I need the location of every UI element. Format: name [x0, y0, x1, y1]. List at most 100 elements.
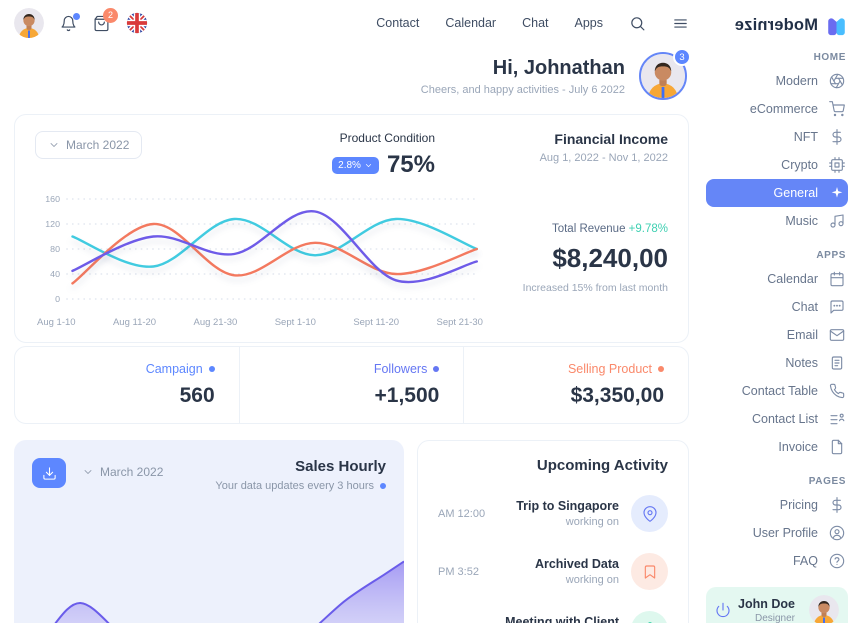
x-axis-tick-label: Aug 11-20 — [112, 317, 157, 328]
bottom-row: March 2022 Sales Hourly Your data update… — [14, 440, 689, 623]
sidebar-item-calendar[interactable]: Calendar — [706, 265, 848, 293]
product-condition-change-badge[interactable]: 2.8% — [332, 156, 379, 174]
subtitle-dot — [380, 483, 386, 489]
user-avatar-button[interactable] — [14, 8, 44, 38]
sidebar-item-email[interactable]: Email — [706, 321, 848, 349]
sidebar-item-notes[interactable]: Notes — [706, 349, 848, 377]
section-apps: APPS — [816, 250, 846, 261]
user-circle-icon — [829, 525, 845, 541]
financial-card-header: March 2022 Product Condition 2.8% 75% Fi… — [35, 131, 668, 179]
sidebar-item-pricing[interactable]: Pricing — [706, 491, 848, 519]
svg-text:0: 0 — [55, 294, 60, 304]
activity-texts: Trip to Singapore working on — [516, 499, 619, 528]
revenue-change: +9.78% — [628, 223, 668, 235]
greeting-text: Hi, Johnathan Cheers, and happy activiti… — [421, 57, 625, 96]
download-button[interactable] — [32, 458, 66, 488]
sidebar-item-invoice[interactable]: Invoice — [706, 433, 848, 461]
item-label: Pricing — [779, 498, 818, 512]
search-button[interactable] — [629, 15, 646, 32]
hamburger-menu-icon — [674, 18, 687, 28]
stat-selling-product[interactable]: Selling Product $3,350,00 — [463, 347, 688, 423]
chevron-down-icon — [50, 143, 58, 147]
search-icon — [631, 16, 645, 30]
nav-contact[interactable]: Contact — [376, 16, 420, 30]
stat-dot — [658, 366, 665, 372]
item-label: General — [773, 186, 818, 200]
month-selector-button[interactable]: March 2022 — [35, 131, 143, 159]
stat-followers[interactable]: Followers +1,500 — [238, 347, 464, 423]
activity-row-trip[interactable]: AM 12:00 Trip to Singapore working on — [438, 495, 668, 532]
item-label: Notes — [785, 356, 818, 370]
location-pin-icon — [642, 505, 657, 522]
item-label: Email — [786, 328, 818, 342]
sidebar-item-nft[interactable]: NFT — [706, 123, 848, 151]
sidebar-item-contact-table[interactable]: Contact Table — [706, 377, 848, 405]
brand-name: Modernize — [734, 16, 818, 34]
stat-value: 560 — [179, 384, 215, 407]
item-label: Contact List — [751, 412, 818, 426]
sales-hourly-subtitle: Your data updates every 3 hours — [215, 480, 386, 492]
activity-row-archived[interactable]: PM 3:52 Archived Data working on — [438, 553, 668, 590]
stat-campaign[interactable]: Campaign 560 — [15, 347, 239, 423]
sales-month-selector[interactable]: March 2022 — [82, 465, 163, 479]
sidebar-item-crypto[interactable]: Crypto — [706, 151, 848, 179]
activity-name: Trip to Singapore — [516, 499, 619, 513]
nav-calendar[interactable]: Calendar — [445, 16, 497, 30]
item-label: User Profile — [752, 526, 818, 540]
sidebar-item-modern[interactable]: Modern — [706, 67, 848, 95]
chat-bubble-icon — [830, 300, 844, 314]
sidebar-item-faq[interactable]: FAQ — [706, 547, 848, 575]
cart-icon — [829, 101, 845, 117]
top-header: 2 Contact — [14, 0, 689, 46]
item-label: Invoice — [778, 440, 818, 454]
sidebar-item-user-profile[interactable]: User Profile — [706, 519, 848, 547]
avatar-image — [14, 8, 44, 38]
sales-hourly-titles: Sales Hourly Your data updates every 3 h… — [215, 458, 386, 492]
sidebar-item-chat[interactable]: Chat — [706, 293, 848, 321]
note-icon — [831, 356, 843, 370]
brand-logo[interactable]: Modernize — [706, 14, 848, 37]
notifications-bell-button[interactable] — [60, 12, 80, 32]
chevron-down-icon — [84, 470, 92, 474]
activity-icon-circle — [631, 553, 668, 590]
sidebar-item-ecommerce[interactable]: eCommerce — [706, 95, 848, 123]
stat-dot — [433, 366, 440, 372]
power-icon — [716, 602, 730, 618]
sales-hourly-card: March 2022 Sales Hourly Your data update… — [14, 440, 404, 623]
cart-button[interactable]: 2 — [93, 7, 118, 32]
nav-apps[interactable]: Apps — [574, 16, 604, 30]
logout-button[interactable] — [715, 602, 731, 618]
cart-count-badge: 2 — [103, 7, 118, 23]
x-axis-tick-label: Aug 21-30 — [193, 317, 238, 328]
x-axis-tick-label: Sept 1-10 — [274, 317, 316, 328]
chart-x-axis-labels: Aug 1-10 Aug 11-20 Aug 21-30 Sept 1-10 Sept … — [37, 317, 483, 328]
header-nav: Contact Calendar Chat Apps — [376, 15, 689, 32]
dollar-icon — [832, 497, 842, 513]
stat-value: $3,350,00 — [570, 384, 665, 407]
sidebar-item-music[interactable]: Music — [706, 207, 848, 235]
menu-button[interactable] — [672, 15, 689, 32]
language-selector-button[interactable] — [126, 12, 148, 34]
header-icon-cluster: 2 — [14, 7, 148, 38]
sales-month-label: March 2022 — [100, 465, 164, 479]
avatar-image — [639, 52, 687, 100]
nav-chat[interactable]: Chat — [522, 16, 549, 30]
svg-text:160: 160 — [45, 194, 60, 204]
sales-area-chart-svg — [54, 560, 404, 623]
sidebar-item-general[interactable]: General — [706, 179, 848, 207]
sidebar-item-contact-list[interactable]: Contact List — [706, 405, 848, 433]
stat-label: Selling Product — [568, 362, 665, 376]
greeting-block: Hi, Johnathan Cheers, and happy activiti… — [14, 48, 691, 100]
item-label: FAQ — [792, 554, 818, 568]
product-condition-label: Product Condition — [339, 131, 435, 145]
activity-row-meeting[interactable]: PM 4:50 Meeting with Client working on — [438, 611, 668, 623]
profile-texts: John Doe Designer — [738, 597, 795, 623]
line-chart-svg: 160 120 80 40 0 — [45, 194, 479, 304]
sparkle-icon — [831, 187, 843, 198]
envelope-icon — [829, 329, 845, 341]
list-icon — [830, 413, 845, 425]
greeting-avatar[interactable]: 3 — [639, 48, 691, 100]
profile-avatar[interactable] — [809, 595, 839, 623]
chevron-down-icon — [365, 163, 372, 167]
